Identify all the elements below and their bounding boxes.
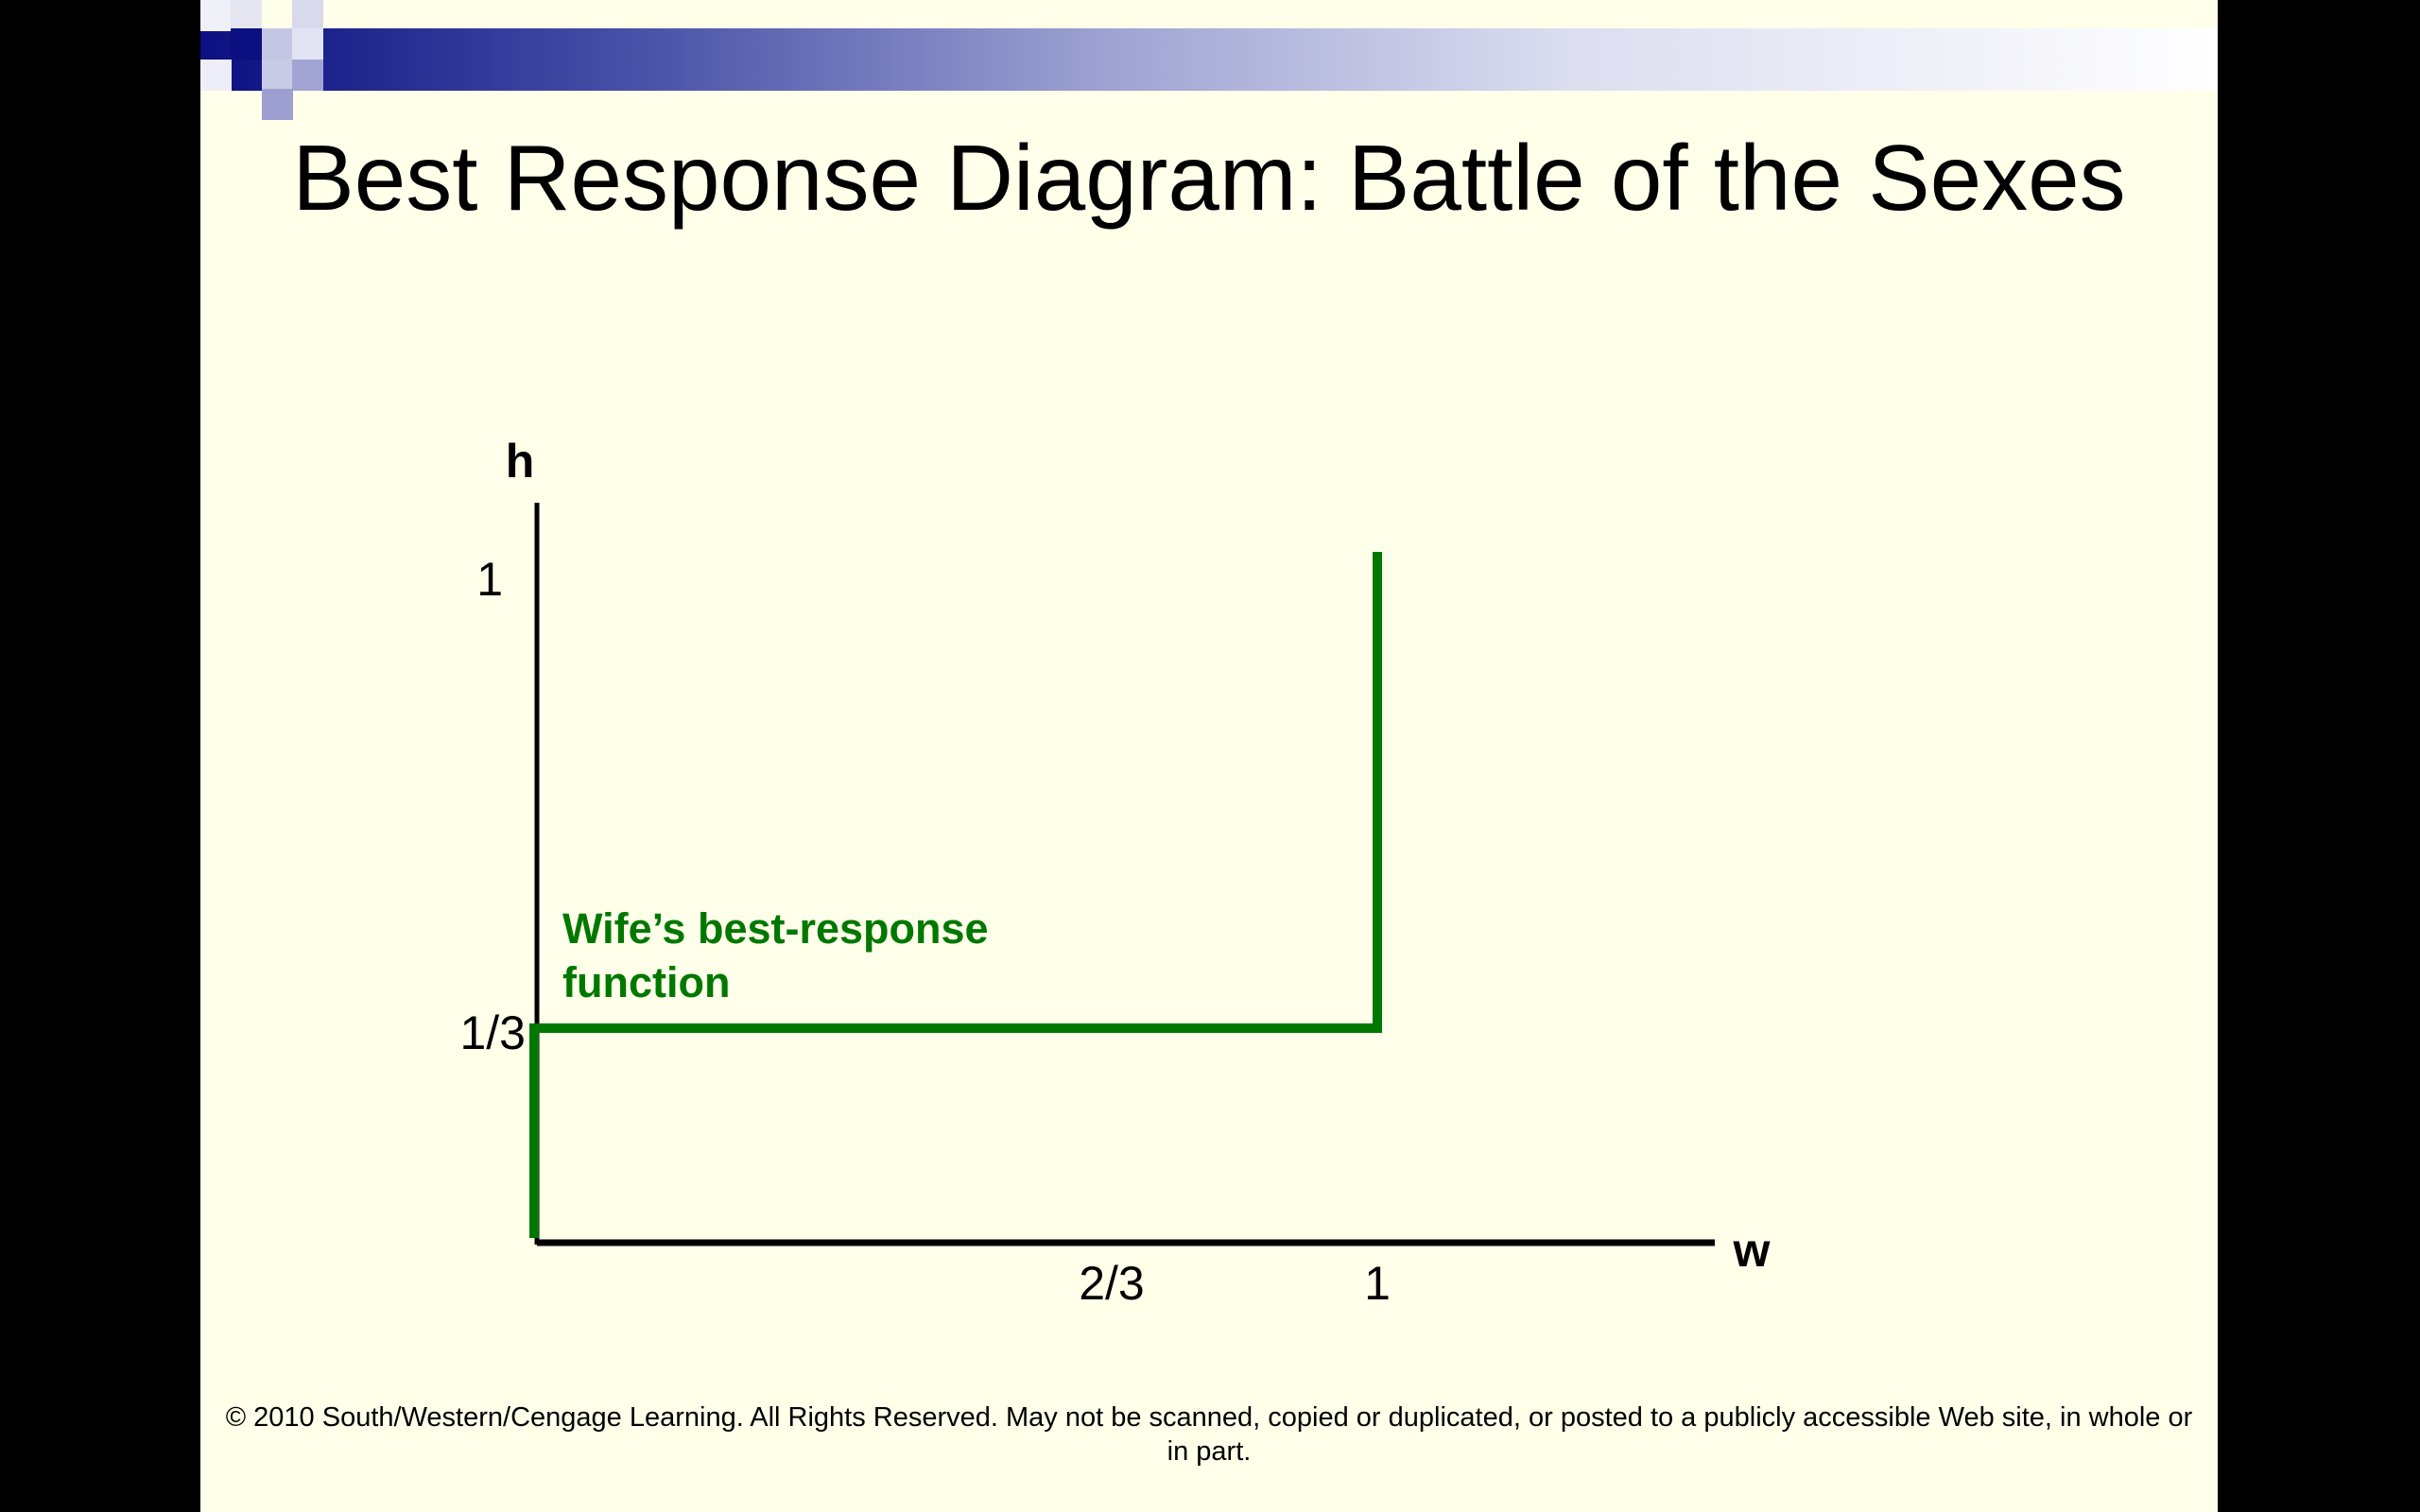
decor-square-8 bbox=[262, 60, 293, 91]
decor-square-2 bbox=[231, 0, 262, 31]
decor-square-4 bbox=[231, 28, 262, 60]
y-tick-1: 1 bbox=[476, 553, 503, 606]
curve-label-line-2: function bbox=[562, 958, 730, 1006]
curve-label-line-1: Wife’s best-response bbox=[562, 904, 989, 953]
decor-square-1 bbox=[200, 0, 232, 31]
decor-square-3 bbox=[292, 0, 323, 31]
decor-square-10 bbox=[262, 89, 293, 120]
x-tick-two-thirds: 2/3 bbox=[1079, 1257, 1145, 1310]
y-tick-one-third: 1/3 bbox=[459, 1006, 526, 1059]
best-response-diagram: h w 1 1/3 2/3 1 Wife’s best-response fun… bbox=[459, 435, 1771, 1310]
decor-square-5 bbox=[262, 28, 293, 60]
wife-best-response-curve bbox=[529, 552, 1382, 1238]
decor-square-7 bbox=[200, 60, 232, 91]
x-axis-label: w bbox=[1733, 1224, 1771, 1277]
x-tick-1: 1 bbox=[1364, 1257, 1391, 1310]
decor-square-9 bbox=[292, 60, 323, 91]
decor-square-6 bbox=[292, 28, 323, 60]
y-axis-label: h bbox=[506, 435, 535, 488]
copyright-footer: © 2010 South/Western/Cengage Learning. A… bbox=[225, 1402, 2193, 1467]
slide-title: Best Response Diagram: Battle of the Sex… bbox=[292, 126, 2126, 230]
header-gradient-bar bbox=[200, 28, 2218, 91]
slide: Best Response Diagram: Battle of the Sex… bbox=[200, 0, 2218, 1512]
